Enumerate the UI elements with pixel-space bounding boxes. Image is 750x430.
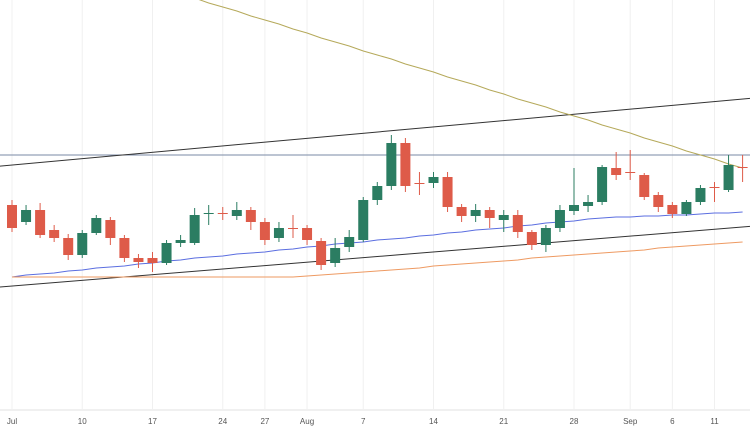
candle-body (470, 210, 481, 216)
x-tick-label: Jul (7, 417, 17, 426)
candle-body (63, 238, 74, 255)
candle-body (119, 238, 130, 258)
candle-body (456, 207, 467, 216)
candle-body (133, 258, 144, 262)
trend-line (0, 97, 750, 167)
candle-body (49, 230, 60, 238)
candle-body (653, 195, 664, 207)
candle-body (105, 220, 116, 238)
x-tick-label: 27 (260, 417, 269, 426)
candle-body (484, 210, 495, 218)
candle-body (161, 243, 172, 263)
candle-body (723, 165, 734, 190)
candle-body (400, 143, 411, 186)
candle-body (77, 233, 88, 255)
candle-body (358, 200, 369, 240)
candle-body (428, 177, 439, 183)
x-tick-label: 28 (570, 417, 579, 426)
candle-body (372, 186, 383, 200)
candle-body (442, 177, 453, 207)
candle-body (245, 210, 256, 222)
x-tick-label: 6 (670, 417, 675, 426)
candle-body (540, 228, 551, 245)
candle-body (316, 241, 327, 265)
x-tick-label: 17 (148, 417, 157, 426)
x-tick-label: Sep (623, 417, 638, 426)
candle-body (91, 218, 102, 233)
candle-body (302, 228, 313, 240)
candle-body (7, 205, 17, 228)
candle-body (189, 215, 200, 243)
candle-body (695, 188, 706, 202)
candle-body (512, 215, 523, 232)
candle-body (583, 202, 594, 206)
candle-body (330, 248, 341, 263)
candle-body (597, 167, 608, 202)
candle-body (217, 213, 228, 214)
candle-body (625, 172, 636, 173)
moving-average-line (11, 211, 743, 278)
candle-body (639, 175, 650, 197)
x-tick-label: 24 (218, 417, 227, 426)
candle-body (526, 232, 537, 245)
candle-body (21, 210, 32, 222)
x-tick-label: 14 (429, 417, 438, 426)
candle-body (569, 205, 579, 211)
candle-body (344, 237, 355, 247)
x-tick-label: 21 (499, 417, 508, 426)
candle-body (386, 143, 397, 186)
candle-body (709, 187, 720, 188)
candle-body (611, 168, 622, 175)
candle-body (147, 258, 158, 263)
candle-body (288, 228, 298, 229)
candle-body (414, 183, 425, 184)
candle-body (273, 228, 284, 238)
candle-body (175, 240, 186, 243)
candle-body (498, 215, 509, 220)
candle-body (231, 210, 242, 216)
candle-body (203, 213, 214, 214)
x-tick-label: Aug (300, 417, 314, 426)
x-tick-label: 11 (710, 417, 719, 426)
x-tick-label: 10 (78, 417, 87, 426)
candle-body (554, 210, 565, 228)
moving-average-line (198, 0, 743, 169)
candle-body (737, 167, 748, 168)
candle-body (259, 222, 270, 240)
x-tick-label: 7 (361, 417, 366, 426)
candle-body (681, 202, 692, 214)
candle-body (667, 205, 678, 214)
candle-body (35, 210, 46, 235)
moving-average-line (12, 241, 743, 278)
